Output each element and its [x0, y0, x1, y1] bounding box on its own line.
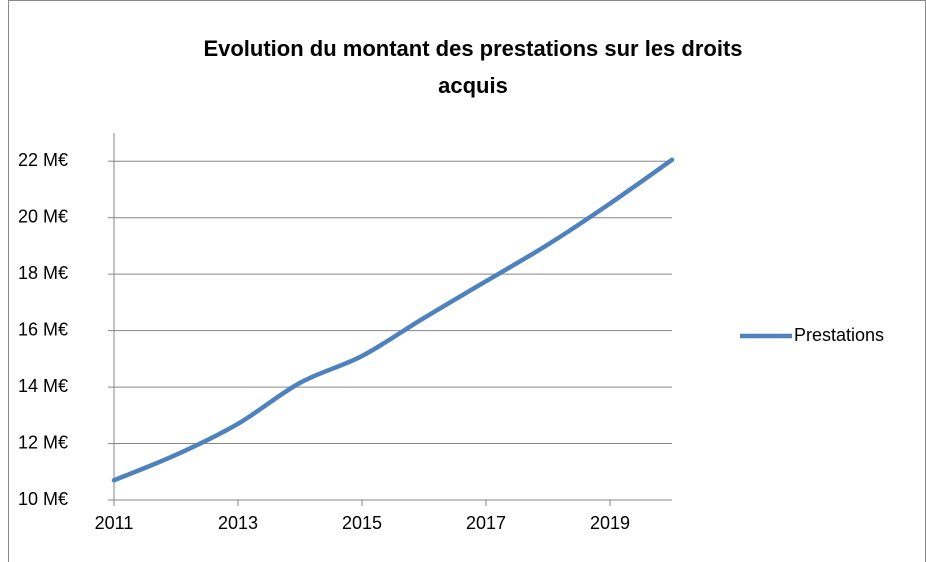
y-tick-label: 18 M€	[18, 263, 68, 283]
y-tick-label: 12 M€	[18, 432, 68, 452]
x-tick-label: 2011	[95, 513, 134, 533]
y-tick-label: 22 M€	[18, 150, 68, 170]
chart-title: Evolution du montant des prestations sur…	[203, 36, 742, 98]
y-tick-label: 14 M€	[18, 376, 68, 396]
y-tick-label: 20 M€	[18, 206, 68, 226]
y-tick-label: 10 M€	[18, 489, 68, 509]
x-tick-label: 2015	[342, 513, 382, 533]
y-tick-label: 16 M€	[18, 319, 68, 339]
x-tick-label: 2013	[218, 513, 258, 533]
x-tick-label: 2019	[590, 513, 630, 533]
x-tick-label: 2017	[466, 513, 506, 533]
series-line	[111, 157, 675, 483]
legend-label: Prestations	[794, 325, 884, 345]
